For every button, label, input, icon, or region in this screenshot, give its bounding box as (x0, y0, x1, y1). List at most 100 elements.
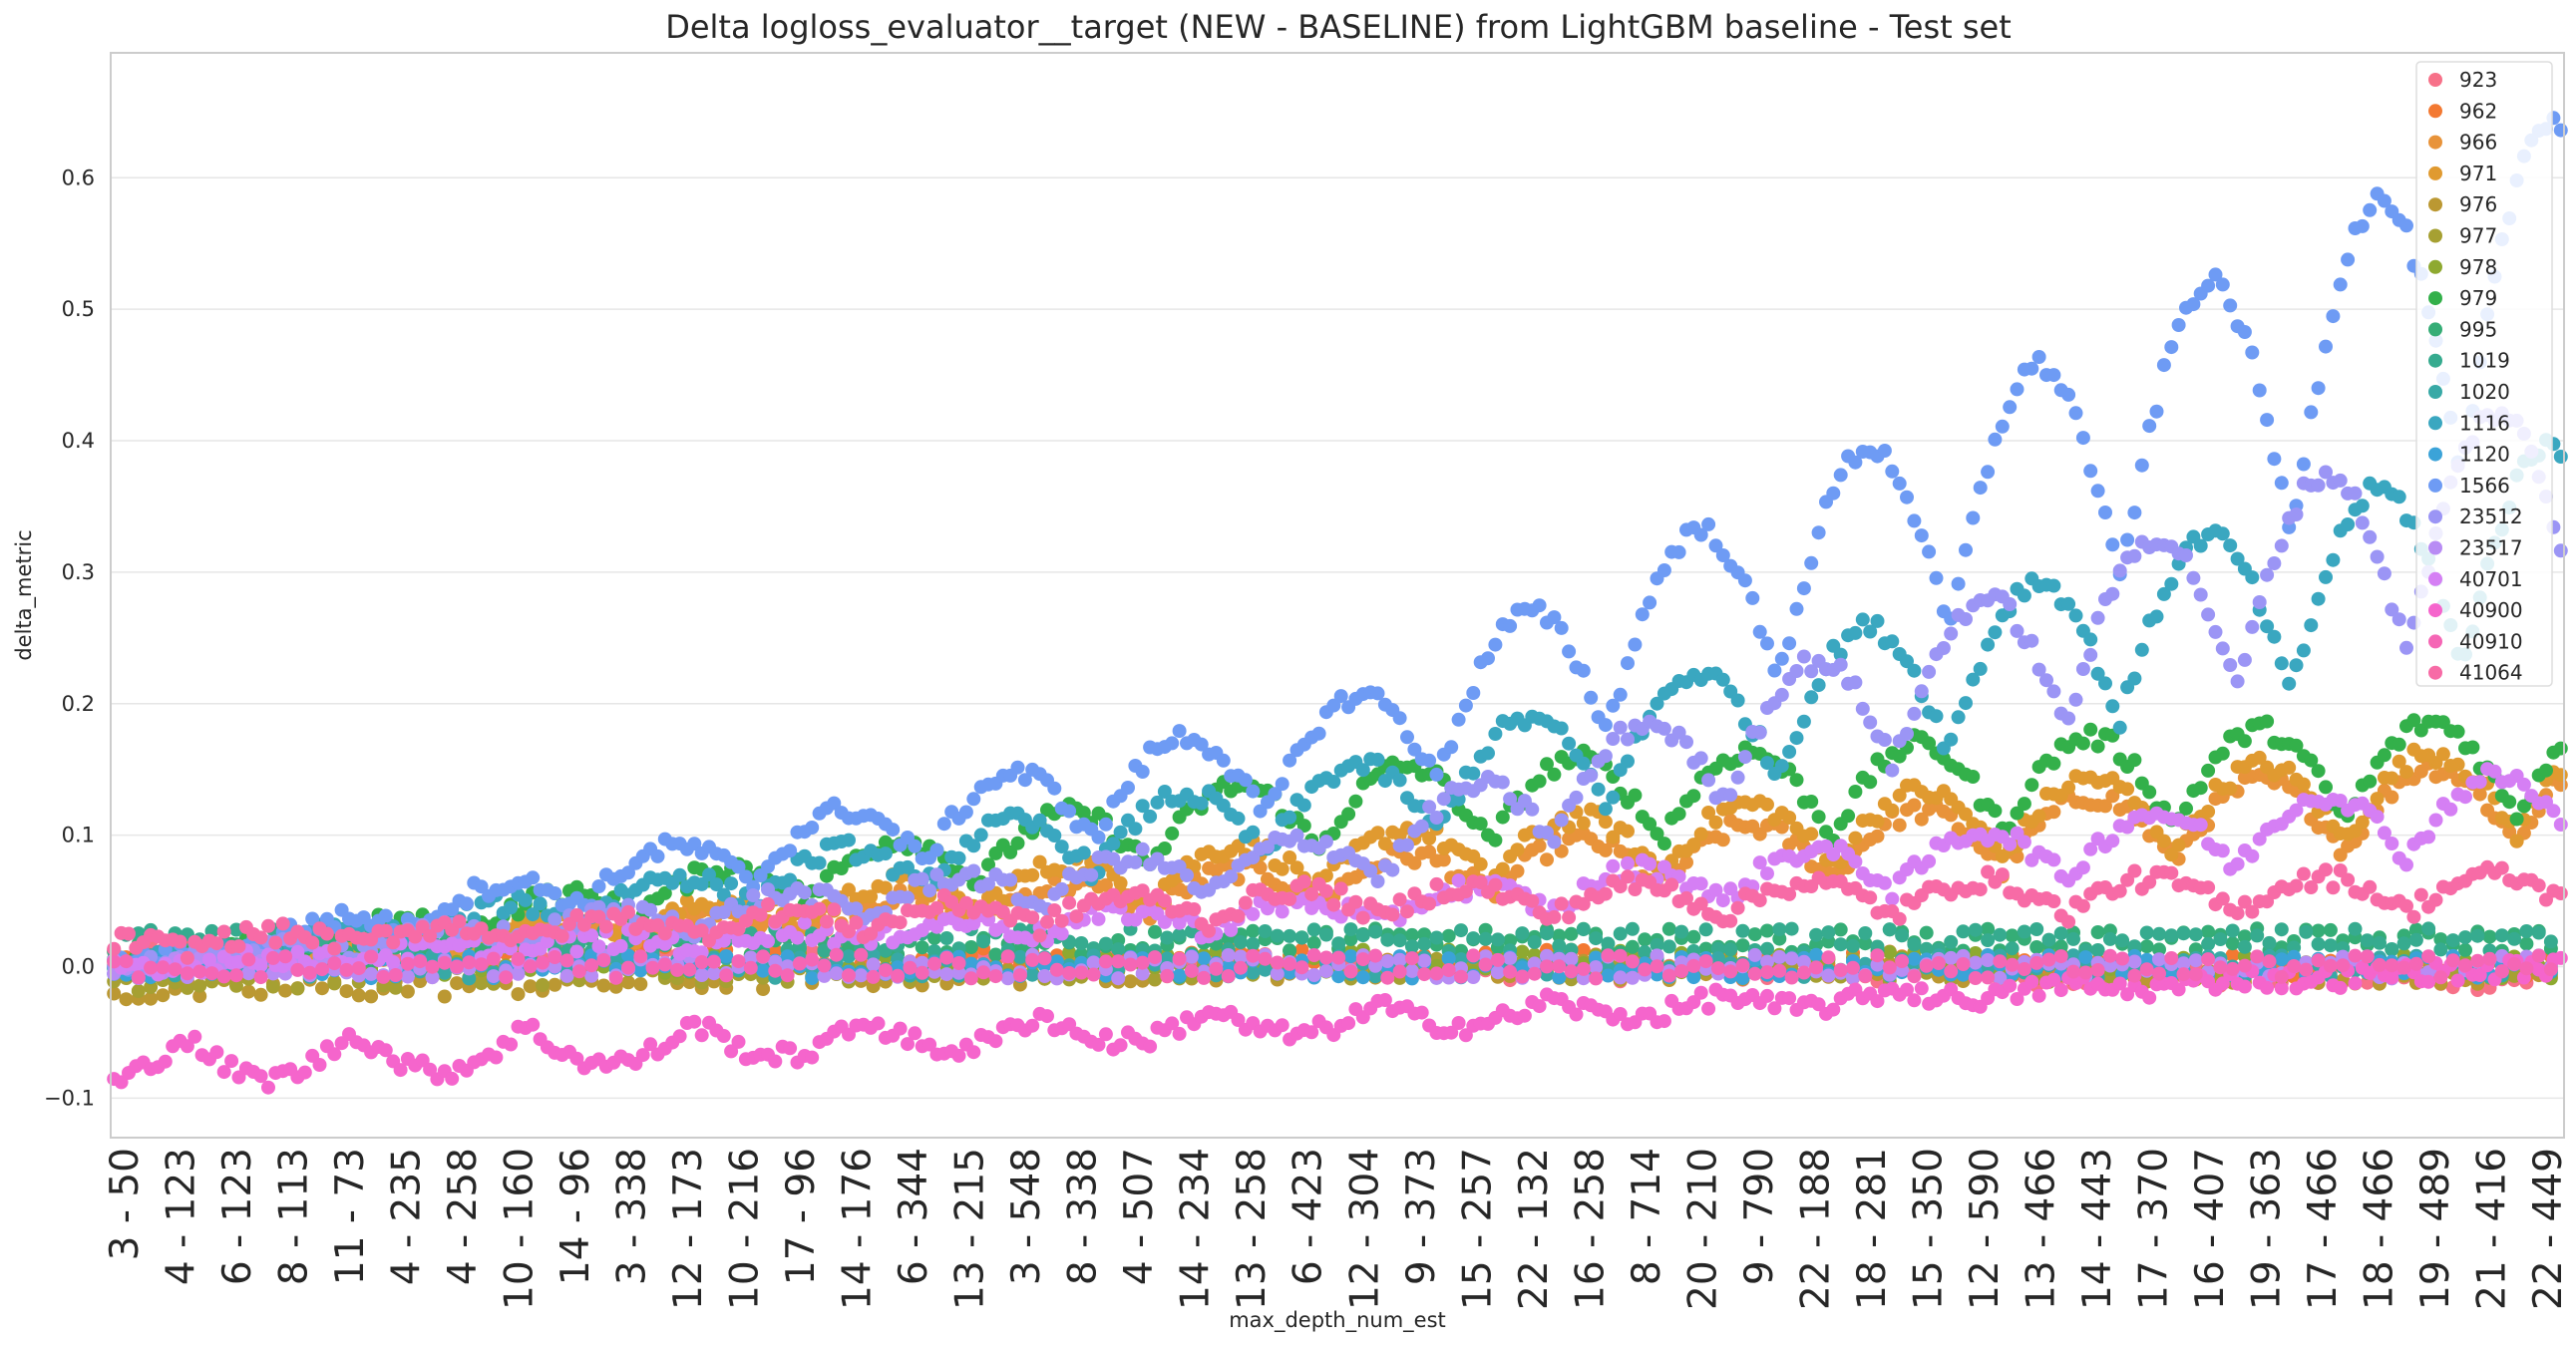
data-point (2127, 969, 2141, 983)
data-point (756, 949, 770, 963)
data-point (462, 955, 476, 969)
data-point (2324, 959, 2338, 973)
data-point (1736, 958, 1750, 972)
data-point (1907, 952, 1921, 966)
data-point (1013, 950, 1027, 964)
data-point (1276, 777, 1289, 791)
data-point (1723, 964, 1737, 978)
data-point (1900, 727, 1914, 741)
data-point (241, 985, 255, 999)
data-point (2238, 959, 2252, 973)
data-point (1114, 1038, 1128, 1052)
data-point (2140, 962, 2154, 976)
data-point (719, 968, 733, 982)
data-point (633, 949, 647, 963)
data-point (241, 952, 255, 966)
data-point (2194, 539, 2208, 553)
data-point (1533, 839, 1547, 852)
data-point (717, 1029, 731, 1043)
data-point (1599, 749, 1613, 763)
data-point (107, 942, 121, 956)
data-point (1809, 960, 1823, 974)
data-point (1915, 981, 1929, 995)
data-point (2078, 950, 2092, 964)
data-point (670, 963, 684, 977)
data-point (1883, 945, 1897, 959)
data-point (1944, 964, 1958, 978)
data-point (2238, 325, 2252, 339)
data-point (964, 971, 978, 985)
data-point (1474, 857, 1488, 871)
data-point (1331, 951, 1345, 965)
data-point (2324, 938, 2338, 952)
data-point (2029, 956, 2043, 970)
data-point (1417, 937, 1431, 951)
data-point (2446, 953, 2460, 967)
data-point (2510, 813, 2524, 827)
data-point (966, 1045, 980, 1059)
data-point (1915, 684, 1929, 698)
data-point (2024, 975, 2038, 989)
data-point (2046, 368, 2060, 382)
data-point (1356, 952, 1370, 966)
data-point (1745, 591, 1759, 605)
data-point (1922, 544, 1936, 558)
data-point (939, 967, 953, 981)
data-point (2275, 538, 2289, 552)
data-point (621, 905, 635, 919)
data-point (1540, 926, 1554, 940)
data-point (1797, 715, 1811, 729)
data-point (376, 970, 390, 984)
data-point (2216, 277, 2230, 291)
data-point (695, 1028, 709, 1042)
data-point (2297, 643, 2311, 657)
data-point (1804, 795, 1818, 809)
data-point (1481, 651, 1495, 665)
data-point (891, 969, 905, 983)
data-point (524, 979, 538, 993)
data-point (974, 828, 988, 842)
data-point (2433, 970, 2447, 984)
data-point (2135, 459, 2149, 473)
data-point (849, 916, 863, 930)
data-point (1753, 625, 1767, 639)
data-point (959, 806, 973, 820)
data-point (1937, 641, 1951, 655)
data-point (1503, 619, 1517, 633)
data-point (966, 792, 980, 806)
data-point (2282, 761, 2296, 775)
data-point (2006, 928, 2020, 942)
data-point (386, 955, 400, 969)
data-point (901, 890, 915, 904)
data-point (756, 964, 770, 978)
data-point (2201, 805, 2215, 819)
data-point (2312, 381, 2326, 395)
data-point (1952, 577, 1966, 591)
data-point (1674, 964, 1688, 978)
data-point (1430, 966, 1444, 980)
data-point (2091, 611, 2105, 625)
data-point (1775, 759, 1789, 773)
data-point (2006, 958, 2020, 972)
data-point (2312, 924, 2326, 938)
data-point (2373, 936, 2387, 950)
data-point (2032, 989, 2046, 1003)
data-point (1920, 926, 1934, 940)
data-point (1055, 927, 1069, 941)
data-point (1601, 969, 1615, 983)
data-point (1297, 799, 1311, 813)
data-point (224, 1054, 238, 1068)
data-point (1775, 652, 1789, 666)
data-point (2275, 970, 2289, 984)
data-point (2201, 937, 2215, 951)
data-point (122, 927, 136, 941)
data-point (1592, 783, 1606, 797)
data-point (783, 1041, 797, 1055)
data-point (1915, 528, 1929, 542)
data-point (144, 961, 158, 975)
data-point (2177, 926, 2191, 940)
data-point (2443, 803, 2457, 817)
data-point (1454, 923, 1468, 937)
data-point (1782, 991, 1796, 1005)
data-point (1907, 513, 1921, 527)
